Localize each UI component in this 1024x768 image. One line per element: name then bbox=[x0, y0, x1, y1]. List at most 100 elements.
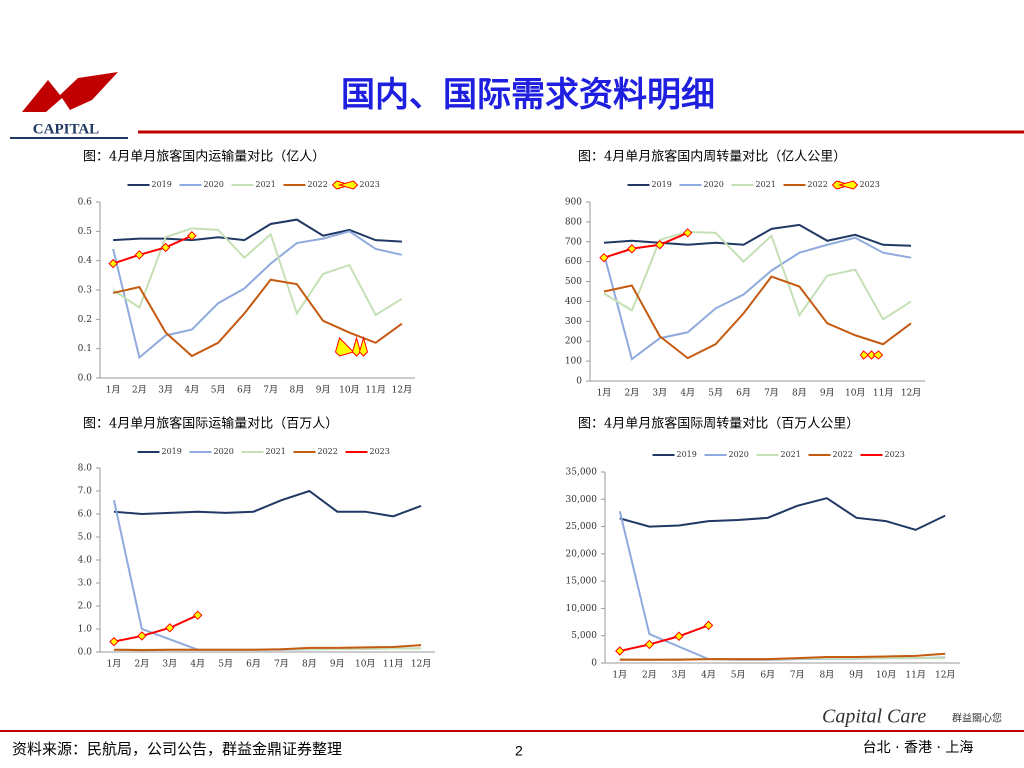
series-line bbox=[112, 230, 403, 360]
legend-label: 2022 bbox=[318, 447, 338, 456]
x-tick-label: 7月 bbox=[790, 670, 805, 681]
legend-label: 2023 bbox=[370, 447, 390, 456]
legend-label: 2021 bbox=[266, 447, 286, 456]
x-tick-label: 1月 bbox=[597, 388, 612, 399]
slide-title: 国内、国际需求资料明细 bbox=[341, 75, 715, 115]
x-tick-label: 4月 bbox=[680, 388, 695, 399]
legend-label: 2022 bbox=[808, 180, 828, 189]
x-tick-label: 1月 bbox=[106, 385, 121, 396]
y-tick-label: 200 bbox=[565, 337, 582, 347]
legend-label: 2020 bbox=[214, 447, 234, 456]
series-line bbox=[603, 275, 912, 360]
legend-label: 2020 bbox=[204, 180, 224, 189]
x-tick-label: 12月 bbox=[411, 659, 431, 670]
data-point bbox=[108, 258, 118, 269]
y-tick-label: 400 bbox=[565, 297, 582, 307]
y-tick-label: 6.0 bbox=[78, 510, 93, 520]
page-number: 2 bbox=[515, 743, 523, 759]
legend-label: 2021 bbox=[781, 450, 801, 459]
legend-label: 2021 bbox=[256, 180, 276, 189]
y-tick-label: 0.0 bbox=[78, 374, 93, 384]
y-tick-label: 0.5 bbox=[78, 227, 93, 237]
legend-marker bbox=[351, 336, 362, 357]
series-line bbox=[619, 497, 946, 531]
slogan: 群益關心您 bbox=[952, 712, 1002, 725]
y-tick-label: 15,000 bbox=[566, 577, 598, 587]
x-tick-label: 6月 bbox=[760, 670, 775, 681]
y-tick-label: 10,000 bbox=[566, 604, 598, 614]
series-line bbox=[113, 614, 199, 643]
legend-label: 2019 bbox=[162, 447, 182, 456]
y-tick-label: 0 bbox=[576, 377, 582, 387]
data-point bbox=[674, 631, 684, 641]
chart-title: 图：4月单月旅客国内运输量对比（亿人） bbox=[83, 149, 325, 165]
x-tick-label: 12月 bbox=[392, 385, 412, 396]
legend-label: 2019 bbox=[652, 180, 672, 189]
legend-marker bbox=[872, 350, 884, 360]
legend-marker bbox=[866, 350, 877, 360]
source: 资料来源：民航局，公司公告，群益金鼎证券整理 bbox=[12, 740, 342, 758]
series-line bbox=[619, 624, 709, 652]
y-tick-label: 100 bbox=[565, 357, 582, 367]
x-tick-label: 10月 bbox=[339, 385, 359, 396]
series-line bbox=[112, 278, 403, 358]
series-line bbox=[113, 218, 402, 243]
y-tick-label: 30,000 bbox=[566, 495, 598, 505]
x-tick-label: 9月 bbox=[849, 670, 864, 681]
x-tick-label: 7月 bbox=[274, 659, 289, 670]
data-point bbox=[165, 623, 175, 633]
series-line bbox=[113, 644, 422, 652]
legend-marker bbox=[358, 336, 369, 357]
x-tick-label: 3月 bbox=[158, 385, 173, 396]
legend-marker bbox=[859, 350, 870, 360]
y-tick-label: 35,000 bbox=[566, 468, 598, 478]
data-point bbox=[160, 242, 171, 253]
y-tick-label: 7.0 bbox=[78, 487, 93, 497]
y-tick-label: 0.0 bbox=[78, 648, 93, 658]
x-tick-label: 4月 bbox=[701, 670, 716, 681]
x-tick-label: 10月 bbox=[876, 670, 896, 681]
legend-label: 2019 bbox=[152, 180, 172, 189]
x-tick-label: 6月 bbox=[246, 659, 261, 670]
legend-label: 2023 bbox=[360, 180, 380, 189]
y-tick-label: 1.0 bbox=[78, 625, 93, 635]
legend-label: 2020 bbox=[729, 450, 749, 459]
x-tick-label: 8月 bbox=[820, 670, 835, 681]
series-line bbox=[603, 231, 689, 259]
x-tick-label: 5月 bbox=[211, 385, 226, 396]
x-tick-label: 4月 bbox=[190, 659, 205, 670]
legend-label: 2020 bbox=[704, 180, 724, 189]
data-point bbox=[137, 631, 147, 641]
y-tick-label: 700 bbox=[565, 237, 582, 247]
y-tick-label: 25,000 bbox=[566, 522, 598, 532]
y-tick-label: 0.1 bbox=[78, 344, 92, 354]
data-point bbox=[615, 646, 625, 656]
y-tick-label: 900 bbox=[565, 198, 582, 208]
y-tick-label: 0.2 bbox=[78, 315, 92, 325]
y-tick-label: 8.0 bbox=[78, 464, 93, 474]
y-tick-label: 5.0 bbox=[78, 533, 93, 543]
x-tick-label: 11月 bbox=[873, 388, 893, 399]
data-point bbox=[683, 228, 693, 238]
data-point bbox=[193, 610, 203, 620]
series-line bbox=[602, 236, 912, 361]
x-tick-label: 5月 bbox=[731, 670, 746, 681]
chart-title: 图：4月单月旅客国内周转量对比（亿人公里） bbox=[578, 149, 846, 165]
x-tick-label: 11月 bbox=[365, 385, 385, 396]
x-tick-label: 6月 bbox=[736, 388, 751, 399]
y-tick-label: 5,000 bbox=[571, 631, 597, 641]
x-tick-label: 10月 bbox=[845, 388, 865, 399]
x-tick-label: 11月 bbox=[383, 659, 403, 670]
x-tick-label: 10月 bbox=[355, 659, 375, 670]
legend-marker bbox=[837, 180, 859, 190]
y-tick-label: 0.6 bbox=[78, 198, 93, 208]
series-line bbox=[112, 234, 193, 265]
y-tick-label: 20,000 bbox=[566, 549, 598, 559]
series-line bbox=[112, 499, 422, 651]
x-tick-label: 2月 bbox=[135, 659, 150, 670]
x-tick-label: 1月 bbox=[612, 670, 627, 681]
x-tick-label: 3月 bbox=[672, 670, 687, 681]
series-line bbox=[113, 489, 422, 518]
y-tick-label: 500 bbox=[565, 277, 582, 287]
